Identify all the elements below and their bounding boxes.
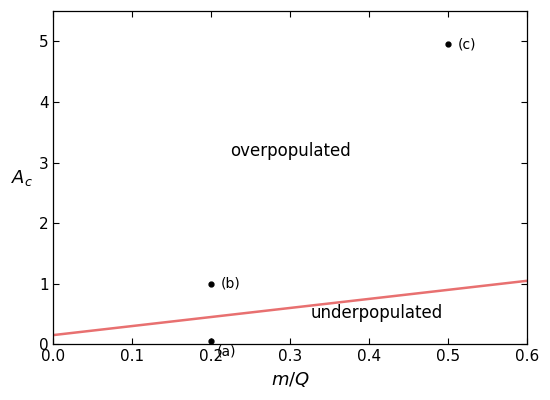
Text: underpopulated: underpopulated (311, 304, 443, 322)
Text: (b): (b) (221, 277, 240, 291)
Text: (a): (a) (217, 344, 236, 358)
Text: overpopulated: overpopulated (230, 142, 350, 160)
Text: (c): (c) (458, 38, 476, 52)
Y-axis label: $A_c$: $A_c$ (11, 168, 33, 188)
X-axis label: $m/Q$: $m/Q$ (271, 370, 310, 389)
